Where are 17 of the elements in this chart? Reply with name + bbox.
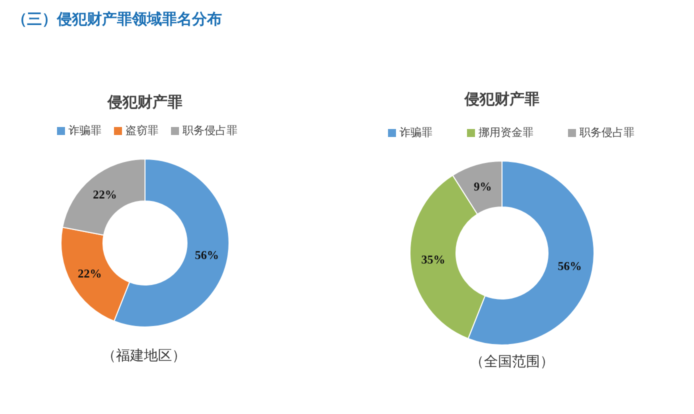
text: （三）侵犯财产罪领域罪名分布 [12,10,222,29]
legend-label: 诈骗罪 [400,126,432,140]
data-label: 35% [421,252,446,266]
data-label: 56% [194,248,219,262]
legend-label: 职务侵占罪 [182,124,238,138]
data-label: 9% [474,180,492,194]
chart-title: 侵犯财产罪 [463,90,540,109]
legend-label: 挪用资金罪 [478,126,534,140]
data-label: 22% [92,187,117,202]
chart-title: 侵犯财产罪 [106,93,184,112]
legend-label: 诈骗罪 [68,124,102,138]
legend-label: 盗窃罪 [126,124,158,138]
text: （福建地区） [101,347,187,365]
data-label: 22% [78,266,102,280]
legend-label: 职务侵占罪 [580,126,634,140]
text: （全国范围） [469,353,555,371]
data-label: 56% [558,258,582,273]
